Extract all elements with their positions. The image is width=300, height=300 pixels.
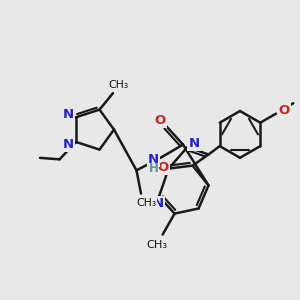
Text: H: H: [149, 161, 158, 175]
Text: O: O: [158, 160, 169, 174]
Text: CH₃: CH₃: [136, 197, 157, 208]
Text: N: N: [63, 138, 74, 151]
Text: N: N: [188, 137, 200, 150]
Text: N: N: [63, 108, 74, 122]
Text: O: O: [154, 113, 166, 127]
Text: O: O: [279, 104, 290, 117]
Text: N: N: [153, 196, 164, 210]
Text: CH₃: CH₃: [108, 80, 128, 90]
Text: N: N: [148, 153, 159, 166]
Text: CH₃: CH₃: [146, 239, 167, 250]
